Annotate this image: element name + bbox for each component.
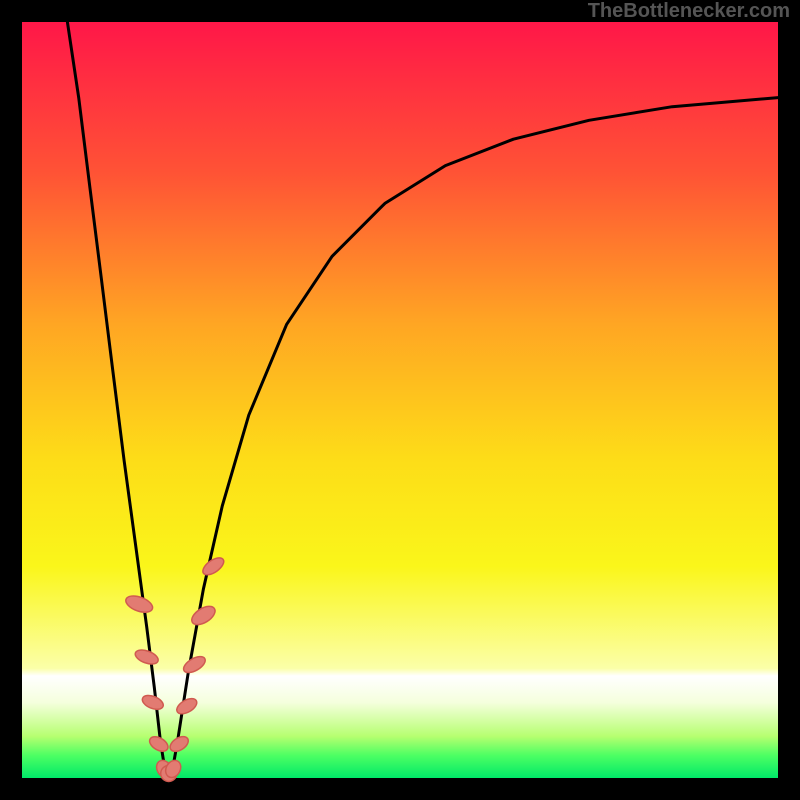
chart-container: { "canvas": { "width": 800, "height": 80… [0, 0, 800, 800]
plot-border-bottom [0, 778, 800, 800]
gradient-background [22, 22, 778, 778]
plot-border-right [778, 0, 800, 800]
watermark-text: TheBottlenecker.com [588, 0, 790, 23]
plot-border-left [0, 0, 22, 800]
